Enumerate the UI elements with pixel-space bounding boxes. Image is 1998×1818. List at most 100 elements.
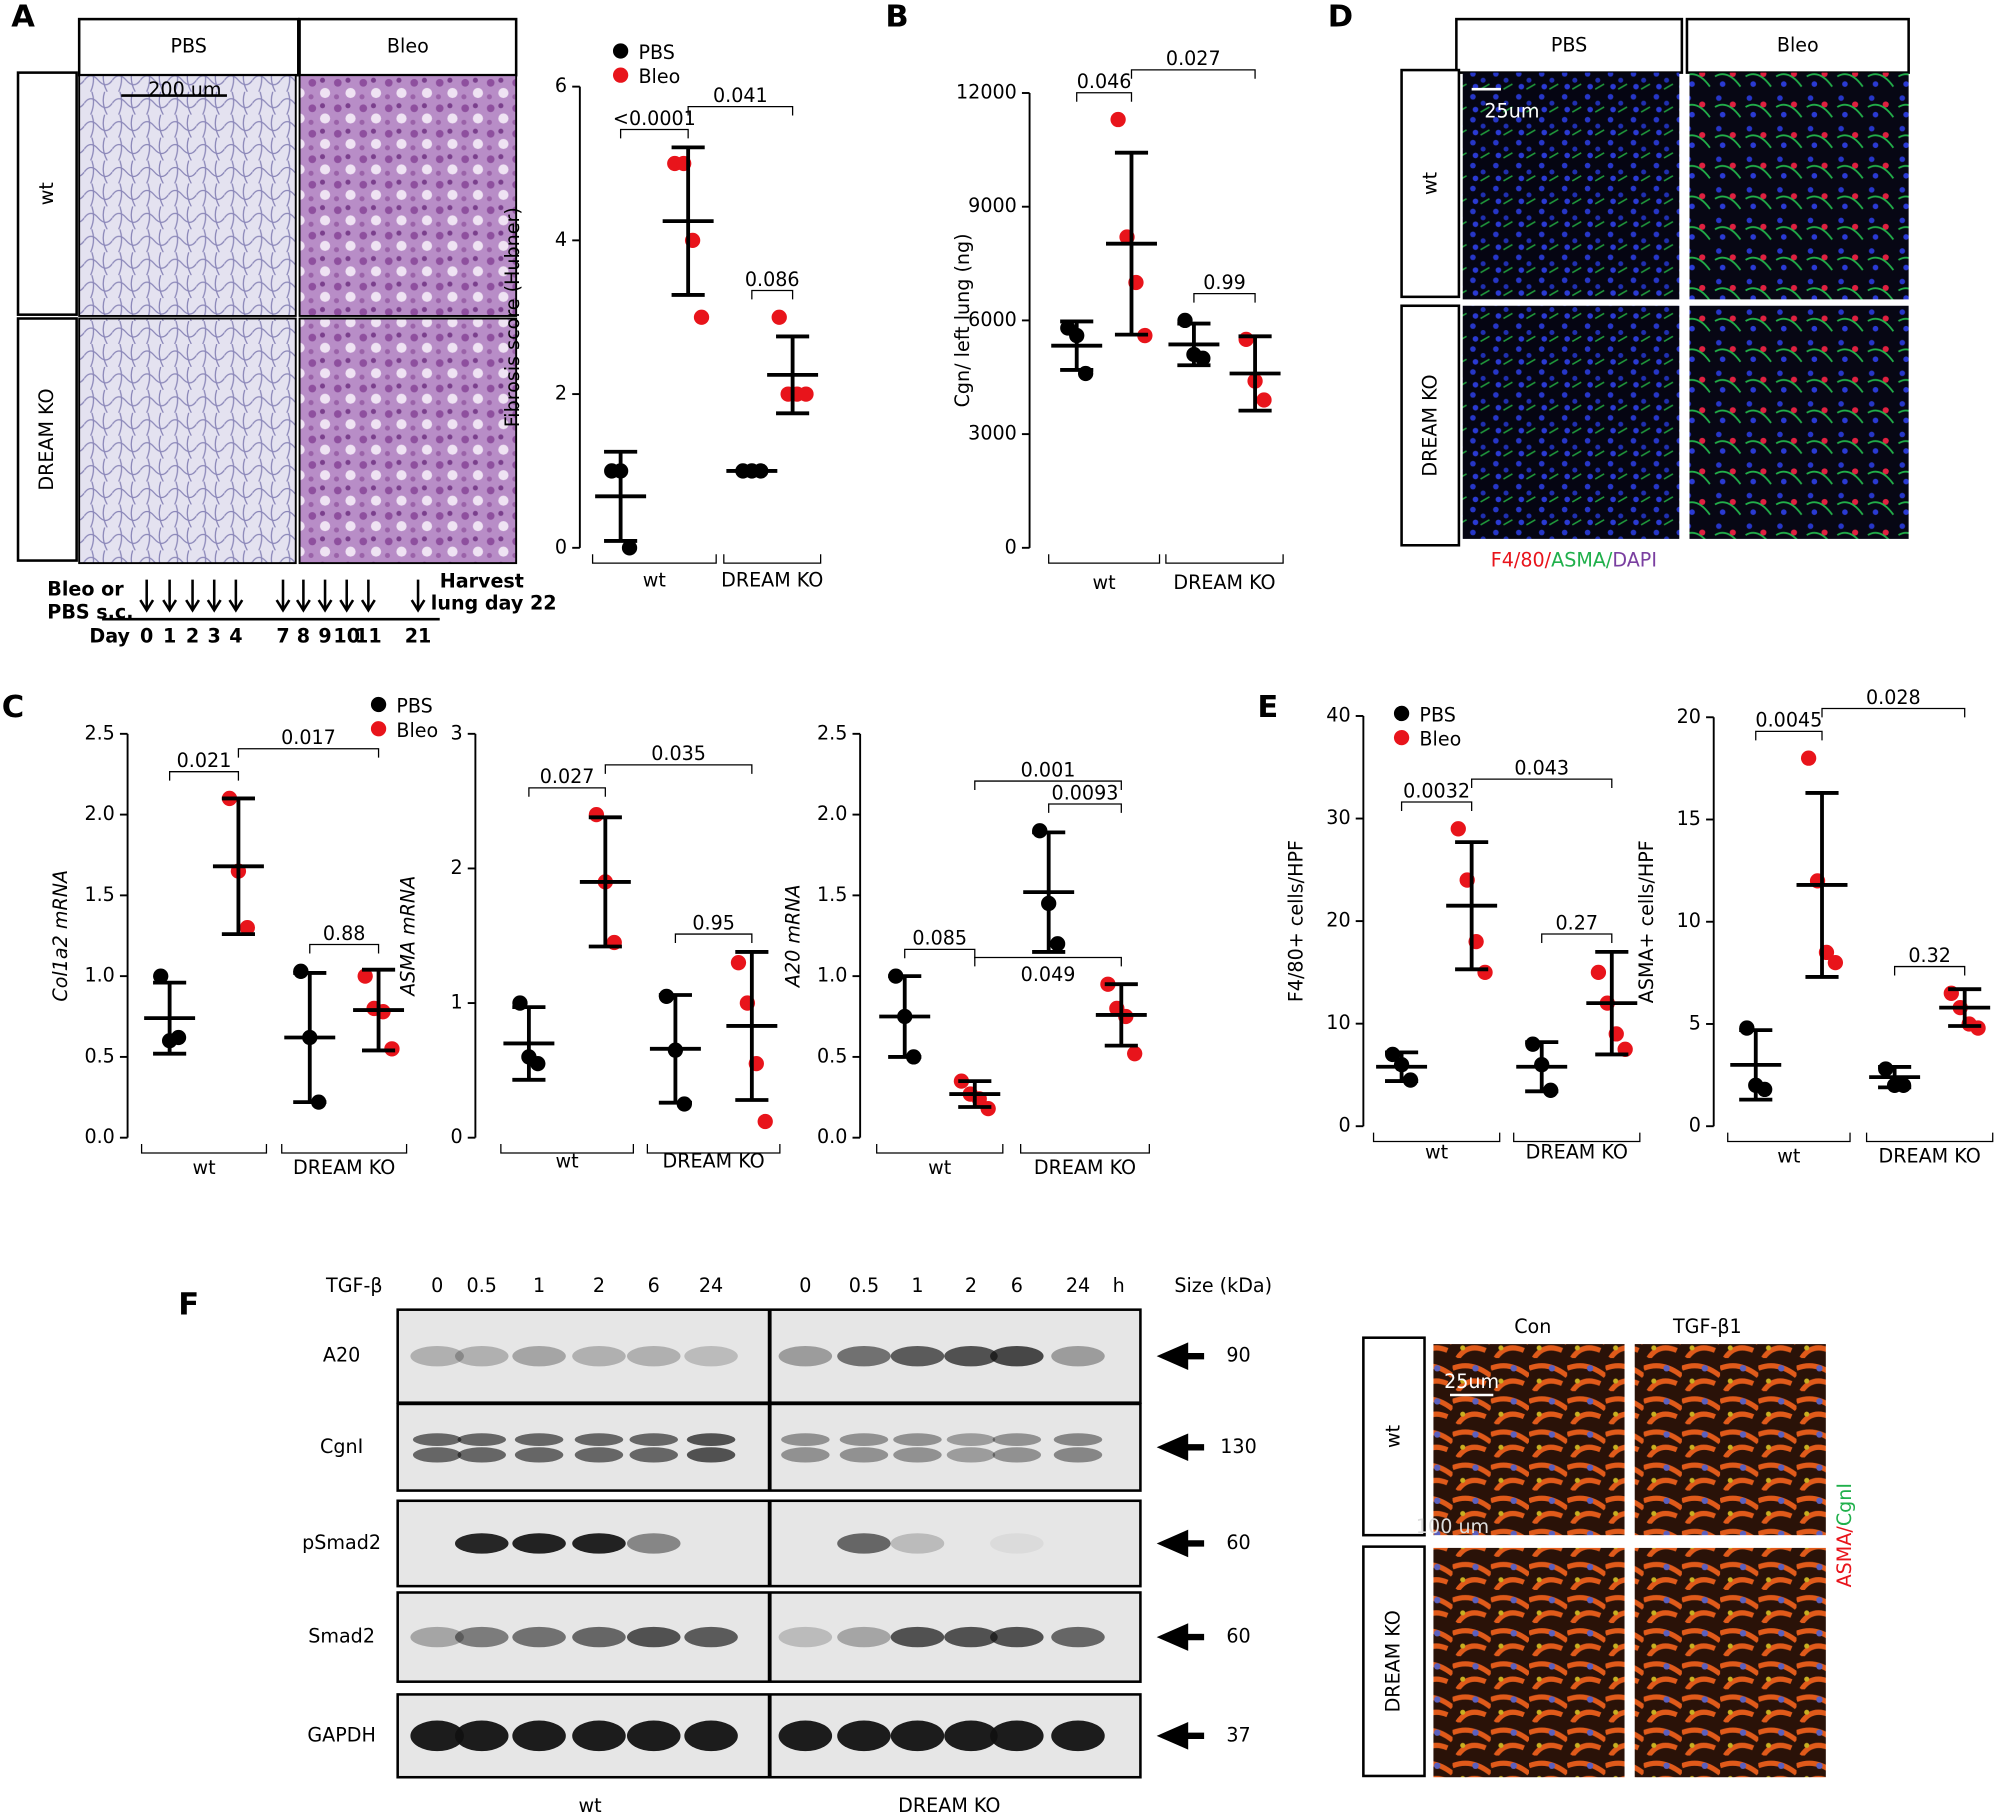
day-number: 4 [229, 625, 242, 648]
y-tick-label: 0.5 [84, 1044, 114, 1067]
comparison-bracket [1821, 707, 1966, 718]
x-tick-label: wt [192, 1156, 216, 1179]
day-number: 8 [297, 625, 310, 648]
category-bracket [1865, 1132, 1994, 1143]
blot-band [990, 1720, 1044, 1752]
error-bar [776, 334, 810, 416]
y-tick-label: 40 [1326, 703, 1350, 726]
error-bar [1948, 987, 1982, 1028]
blot-band [893, 1447, 942, 1463]
day-number: 11 [355, 625, 382, 648]
fluorescence-image [1462, 305, 1680, 539]
y-tick-label: 15 [1677, 807, 1701, 830]
data-point [771, 309, 787, 325]
data-point [1800, 750, 1817, 766]
comparison-bracket [1755, 730, 1823, 741]
data-point [1970, 1020, 1986, 1036]
blot-band [626, 1626, 681, 1648]
y-tick-label: 2.0 [817, 802, 847, 825]
panel-label: E [1257, 690, 1278, 725]
y-tick-label: 20 [1326, 909, 1350, 932]
category-bracket [500, 1144, 634, 1154]
error-bar [1177, 321, 1211, 368]
dose-arrow [317, 579, 333, 613]
error-bar [1032, 830, 1066, 954]
blot-band [781, 1447, 830, 1463]
p-value: <0.0001 [613, 107, 696, 130]
y-tick-label: 1.5 [817, 883, 847, 906]
data-point [798, 386, 814, 402]
panel-label: D [1328, 0, 1353, 34]
data-point [1127, 1046, 1143, 1062]
error-bar [1238, 334, 1272, 413]
blot-band [512, 1533, 566, 1554]
data-point [693, 309, 710, 325]
blot-band [944, 1720, 998, 1752]
dose-arrow [185, 579, 201, 613]
data-point [1757, 1081, 1773, 1098]
y-tick-label: 3000 [968, 422, 1017, 445]
data-point [1256, 392, 1272, 408]
blot-band [626, 1345, 681, 1367]
blot-band [837, 1345, 891, 1367]
row-label: wt [1381, 1424, 1404, 1448]
legend-label: Bleo [638, 65, 680, 88]
time-label: 0 [799, 1274, 811, 1297]
row-label: DREAM KO [1418, 374, 1441, 476]
histology-image [298, 74, 518, 317]
y-tick-label: 2.5 [817, 721, 847, 744]
error-bar [1525, 1040, 1559, 1094]
legend-marker [370, 696, 387, 713]
dose-arrow [360, 579, 376, 613]
protein-label: GAPDH [307, 1723, 376, 1746]
comparison-bracket [1893, 965, 1966, 976]
x-tick-label: DREAM KO [1526, 1140, 1628, 1163]
blot-band [626, 1720, 681, 1752]
blot-band [893, 1433, 942, 1446]
size-label: 60 [1226, 1625, 1250, 1648]
data-point [588, 806, 605, 823]
row-header [1400, 68, 1461, 299]
y-tick-label: 30 [1326, 806, 1350, 829]
x-tick-label: DREAM KO [663, 1149, 765, 1172]
blot-band [946, 1447, 996, 1463]
x-tick-label: DREAM KO [1034, 1156, 1136, 1179]
size-arrow [1156, 1623, 1205, 1651]
data-point [1238, 331, 1254, 348]
blot-band [455, 1720, 509, 1752]
dose-arrow [162, 579, 178, 613]
scale-label: 200 um [148, 78, 221, 101]
scale-label: 25um [1484, 100, 1539, 123]
p-value: 0.041 [713, 84, 768, 107]
y-tick-label: 2 [555, 382, 567, 405]
p-value: 0.035 [651, 742, 706, 765]
y-axis-label: Col1a2 mRNA [49, 870, 72, 1002]
treatment-label: TGF-β [325, 1274, 383, 1297]
error-bar [221, 796, 255, 937]
y-tick-label: 1.5 [84, 883, 114, 906]
stain-legend: F4/80/ASMA/DAPI [1491, 548, 1657, 571]
histology-image [298, 317, 518, 565]
p-value: 0.021 [177, 749, 232, 772]
category-bracket [1048, 554, 1161, 564]
y-axis-label: Fibrosis score (Hubner) [501, 207, 524, 427]
scale-label: 100 um [1416, 1515, 1489, 1538]
x-tick-label: wt [556, 1149, 580, 1172]
p-value: 0.32 [1908, 944, 1951, 967]
data-point [153, 968, 169, 984]
x-tick-label: DREAM KO [721, 568, 823, 591]
stain-part: F4/80 [1491, 548, 1545, 571]
p-value: 0.028 [1866, 686, 1921, 709]
stain-part: / [1545, 548, 1552, 571]
p-value: 0.027 [1166, 47, 1221, 70]
comparison-bracket [619, 128, 689, 139]
comparison-bracket [168, 771, 240, 781]
data-point [1110, 111, 1126, 128]
dose-arrow [228, 579, 244, 613]
y-tick-label: 9000 [968, 194, 1017, 217]
data-point [1477, 964, 1493, 981]
time-label: 0.5 [849, 1274, 879, 1297]
blot-band [1053, 1433, 1103, 1446]
comparison-bracket [1541, 933, 1613, 943]
data-point [1895, 1077, 1912, 1093]
